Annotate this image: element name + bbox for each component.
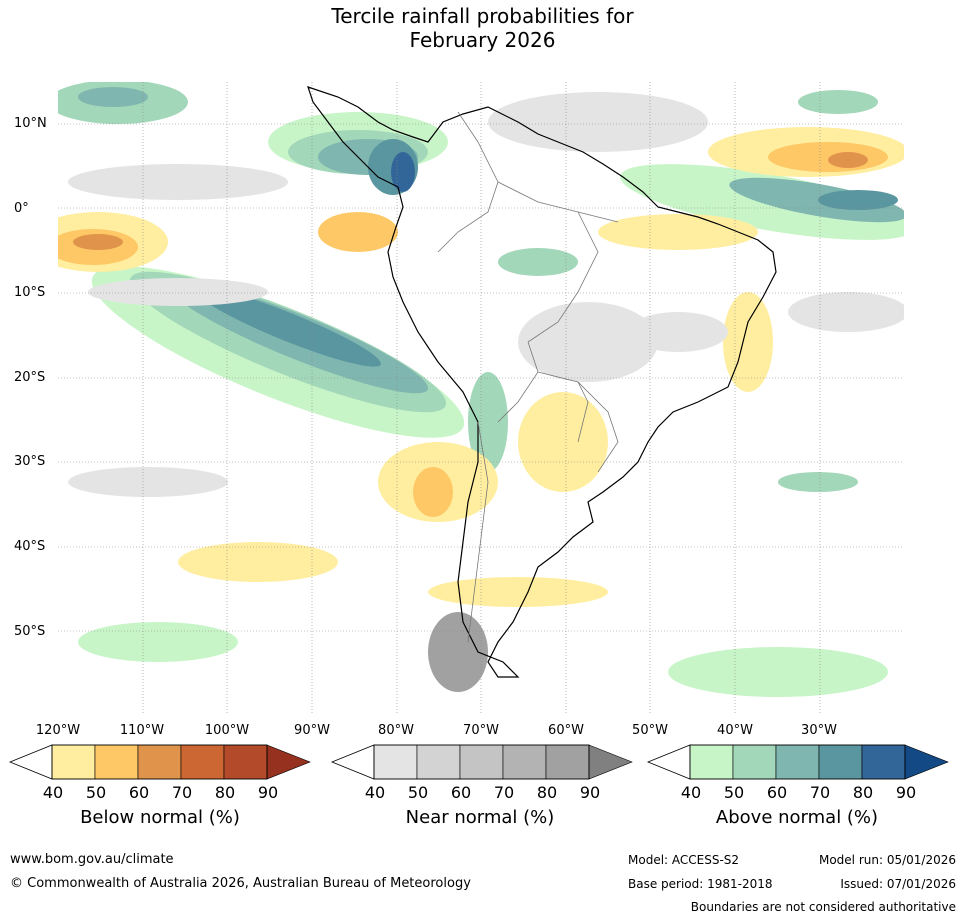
below-normal-label: Below normal (%) [80,807,240,828]
lat-label-0: 0° [14,201,29,216]
website-link[interactable]: www.bom.gov.au/climate [10,852,174,867]
colorbar-above-swatch-2 [732,744,777,780]
lon-label-110w: 110°W [119,723,165,738]
below-tick-90: 90 [257,783,279,802]
near-normal-regions [68,92,904,692]
below-tick-40: 40 [42,783,64,802]
model-run-text: Model run: 05/01/2026 [818,853,956,867]
above-tick-40: 40 [680,783,702,802]
colorbar-above-swatch-4 [818,744,863,780]
near-tick-80: 80 [536,783,558,802]
near-tick-40: 40 [364,783,386,802]
near-tick-70: 70 [493,783,515,802]
title-line-1: Tercile rainfall probabilities for [331,4,634,28]
lon-label-100w: 100°W [204,723,250,738]
above-normal-label: Above normal (%) [715,807,879,828]
near-tick-50: 50 [407,783,429,802]
below-tick-50: 50 [85,783,107,802]
model-text: Model: ACCESS-S2 [628,853,740,867]
above-tick-80: 80 [852,783,874,802]
below-tick-70: 70 [171,783,193,802]
colorbar-above [646,744,949,780]
colorbar-below-swatch-3 [137,744,182,780]
lon-label-40w: 40°W [717,723,753,738]
issued-text: Issued: 07/01/2026 [840,877,956,891]
colorbar-near-swatch-2 [416,744,461,780]
lon-label-90w: 90°W [294,723,330,738]
colorbar-above-min-arrow [646,744,691,780]
base-period-text: Base period: 1981-2018 [628,877,773,891]
disclaimer-text: Boundaries are not considered authoritat… [690,900,956,914]
lat-label-30s: 30°S [14,454,46,469]
colorbar-below-swatch-5 [223,744,268,780]
map-svg [58,82,904,715]
colorbar-near-max-arrow [588,744,633,780]
above-tick-90: 90 [895,783,917,802]
colorbar-near-swatch-1 [373,744,418,780]
above-tick-60: 60 [766,783,788,802]
colorbar-above-max-arrow [904,744,949,780]
colorbar-near-min-arrow [330,744,375,780]
colorbar-near [330,744,633,780]
above-normal-regions [58,82,904,697]
colorbar-above-swatch-1 [689,744,734,780]
title-line-2: February 2026 [409,28,556,52]
map-title: Tercile rainfall probabilities for Febru… [0,4,965,52]
copyright-text: © Commonwealth of Australia 2026, Austra… [10,876,471,891]
lat-label-10n: 10°N [14,116,47,131]
below-tick-80: 80 [214,783,236,802]
lon-label-70w: 70°W [463,723,499,738]
colorbar-below-swatch-2 [94,744,139,780]
near-tick-90: 90 [579,783,601,802]
below-tick-60: 60 [128,783,150,802]
near-normal-label: Near normal (%) [405,807,555,828]
colorbar-near-swatch-4 [502,744,547,780]
colorbar-near-swatch-3 [459,744,504,780]
colorbar-below-max-arrow [266,744,311,780]
colorbar-below-min-arrow [8,744,53,780]
graticule [58,82,904,715]
colorbar-below [8,744,311,780]
colorbar-above-swatch-3 [775,744,820,780]
lon-label-30w: 30°W [801,723,837,738]
colorbar-near-swatch-5 [545,744,590,780]
lon-label-120w: 120°W [35,723,81,738]
colorbar-below-swatch-4 [180,744,225,780]
coastline [307,86,777,678]
lon-label-50w: 50°W [632,723,668,738]
lat-label-50s: 50°S [14,624,46,639]
above-tick-70: 70 [809,783,831,802]
lon-label-60w: 60°W [548,723,584,738]
colorbar-below-swatch-1 [51,744,96,780]
country-borders [437,111,619,643]
above-tick-50: 50 [723,783,745,802]
near-tick-60: 60 [450,783,472,802]
lon-label-80w: 80°W [378,723,414,738]
colorbar-above-swatch-5 [861,744,906,780]
lat-label-40s: 40°S [14,539,46,554]
map-area[interactable] [58,82,904,715]
lat-label-20s: 20°S [14,370,46,385]
lat-label-10s: 10°S [14,285,46,300]
